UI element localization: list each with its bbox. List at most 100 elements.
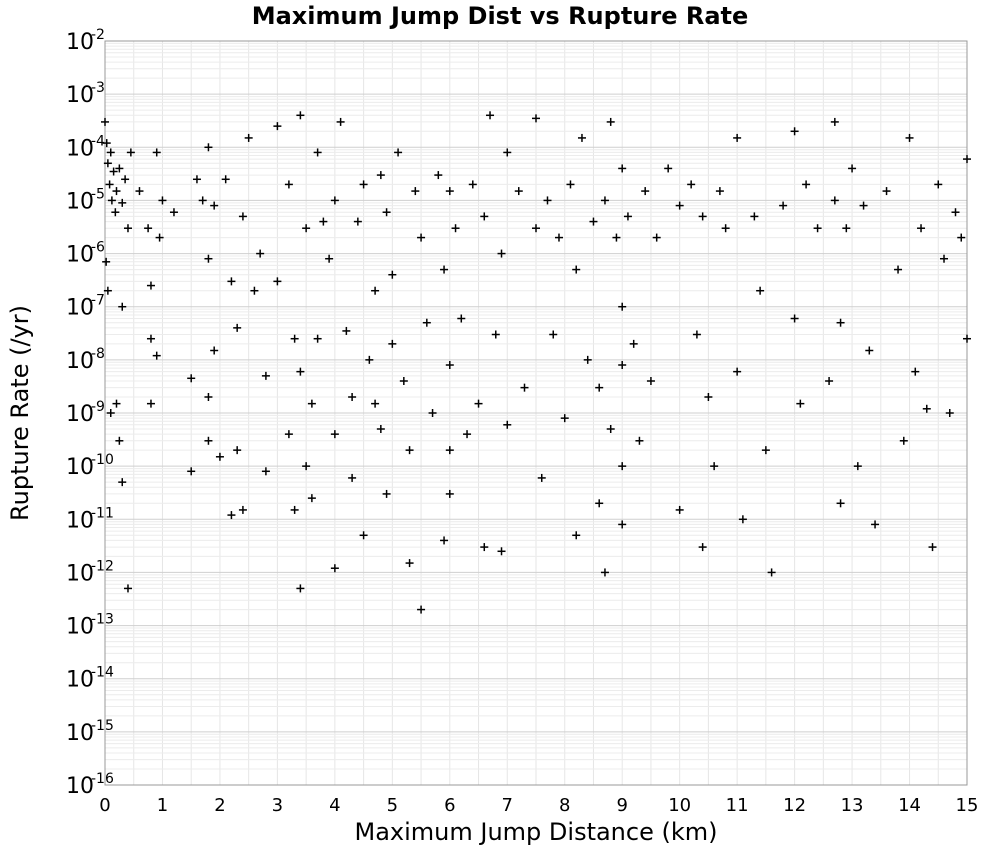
data-point — [204, 143, 213, 152]
y-tick-label: 10 — [66, 136, 94, 161]
data-point — [514, 187, 523, 196]
y-tick-exponent: -8 — [91, 346, 105, 362]
data-point — [917, 224, 926, 233]
data-point — [756, 286, 765, 295]
data-point — [618, 361, 627, 370]
data-point — [307, 399, 316, 408]
data-point — [618, 520, 627, 529]
data-point — [963, 155, 971, 164]
x-tick-label: 3 — [272, 795, 283, 816]
data-point — [115, 164, 124, 173]
data-point — [192, 175, 201, 184]
data-point — [118, 302, 127, 311]
data-point — [503, 148, 512, 157]
data-point — [273, 277, 282, 286]
data-point — [238, 212, 247, 221]
data-point — [882, 187, 891, 196]
data-point — [480, 212, 489, 221]
data-point — [152, 148, 161, 157]
data-point — [152, 351, 161, 360]
x-tick-label: 0 — [99, 795, 110, 816]
data-point — [394, 148, 403, 157]
data-point — [480, 543, 489, 552]
data-point — [468, 180, 477, 189]
y-tick-label: 10 — [66, 774, 94, 799]
x-axis-label: Maximum Jump Distance (km) — [355, 818, 718, 846]
data-point — [296, 584, 305, 593]
data-point — [618, 462, 627, 471]
data-point — [600, 196, 609, 205]
y-tick-label: 10 — [66, 296, 94, 321]
data-point — [115, 436, 124, 445]
data-point — [486, 111, 495, 120]
data-point — [497, 547, 506, 556]
data-point — [256, 249, 265, 258]
data-point — [284, 430, 293, 439]
data-point — [928, 543, 937, 552]
data-point — [577, 133, 586, 142]
data-point — [796, 399, 805, 408]
data-point — [537, 473, 546, 482]
data-point — [187, 467, 196, 476]
y-tick-exponent: -15 — [91, 718, 114, 734]
chart-title: Maximum Jump Dist vs Rupture Rate — [252, 2, 749, 30]
data-point — [911, 367, 920, 376]
data-point — [204, 254, 213, 263]
data-point — [359, 531, 368, 540]
data-point — [554, 233, 563, 242]
data-point — [244, 133, 253, 142]
data-point — [457, 314, 466, 323]
data-point — [105, 180, 114, 189]
data-point — [710, 462, 719, 471]
data-point — [336, 117, 345, 126]
x-tick-label: 10 — [668, 795, 691, 816]
y-tick-label: 10 — [66, 189, 94, 214]
data-point — [612, 233, 621, 242]
y-tick-label: 10 — [66, 508, 94, 533]
y-tick-exponent: -2 — [91, 27, 105, 43]
data-point — [572, 265, 581, 274]
data-point — [715, 187, 724, 196]
data-point — [106, 409, 115, 417]
data-point — [233, 323, 242, 332]
data-point — [445, 361, 454, 370]
data-point — [371, 286, 380, 295]
data-point — [825, 377, 834, 386]
data-point — [790, 314, 799, 323]
data-point — [123, 224, 132, 233]
y-tick-label: 10 — [66, 30, 94, 55]
x-tick-label: 13 — [841, 795, 864, 816]
y-tick-label: 10 — [66, 402, 94, 427]
data-point — [445, 489, 454, 498]
x-tick-label: 4 — [329, 795, 340, 816]
data-point — [330, 430, 339, 439]
data-point — [532, 114, 540, 123]
data-point — [112, 187, 121, 196]
data-point — [388, 339, 397, 348]
data-point — [779, 201, 788, 210]
data-point — [963, 334, 971, 343]
data-point — [698, 543, 707, 552]
data-point — [830, 196, 839, 205]
y-tick-label: 10 — [66, 615, 94, 640]
data-point — [606, 424, 615, 433]
data-point — [399, 377, 408, 386]
data-point — [600, 568, 609, 577]
data-point — [802, 180, 811, 189]
data-point — [146, 334, 155, 343]
data-point — [848, 164, 857, 173]
x-tick-label: 2 — [214, 795, 225, 816]
data-point — [103, 159, 112, 168]
data-point — [198, 196, 207, 205]
data-point — [675, 505, 684, 514]
grid — [104, 40, 968, 786]
y-tick-exponent: -11 — [91, 505, 114, 521]
data-point — [126, 148, 135, 157]
data-point — [221, 175, 230, 184]
data-point — [101, 117, 109, 126]
data-point — [618, 302, 627, 311]
data-point — [652, 233, 661, 242]
data-point — [589, 217, 598, 226]
data-point — [144, 224, 153, 233]
